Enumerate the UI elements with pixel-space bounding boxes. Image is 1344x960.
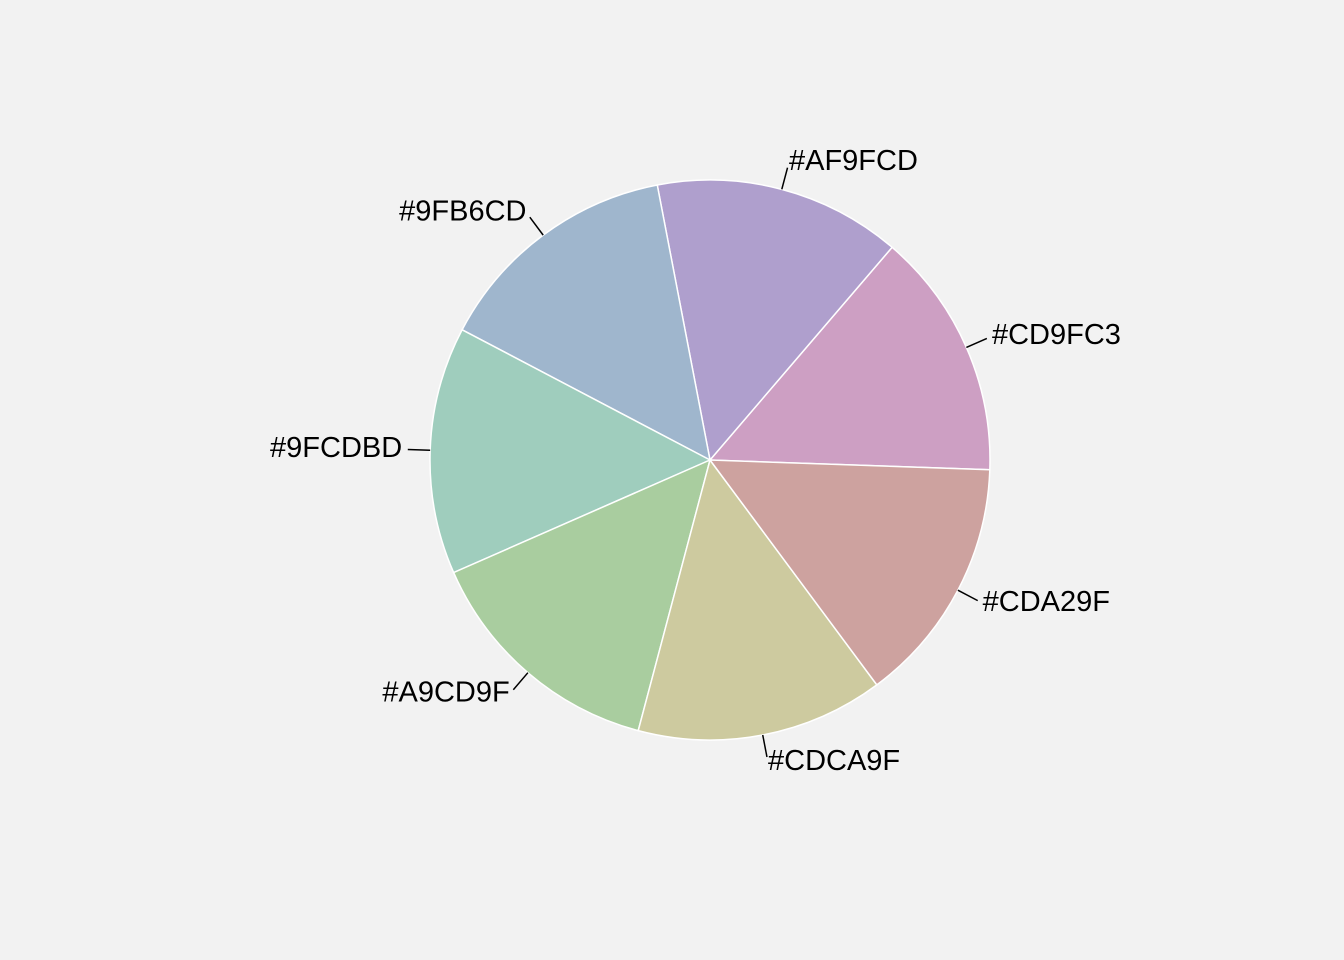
- slice-label-7: #CDA29F: [983, 586, 1110, 618]
- slice-label-5: #A9CD9F: [382, 677, 509, 709]
- pie-slice-4: [429, 328, 712, 574]
- leader-line-4: [407, 448, 431, 451]
- leader-line-5: [512, 672, 529, 691]
- pie-slice-5: [452, 458, 712, 732]
- leader-line-3: [529, 216, 544, 236]
- leader-line-2: [781, 167, 789, 190]
- leader-line-7: [957, 589, 979, 602]
- slices-layer: [429, 179, 991, 741]
- pie-slice-3: [461, 184, 712, 462]
- pie-slice-1: [708, 246, 991, 471]
- pie-slice-6: [637, 458, 878, 741]
- slice-label-4: #9FCDBD: [270, 432, 402, 464]
- slice-label-2: #AF9FCD: [789, 145, 918, 177]
- slice-label-1: #CD9FC3: [992, 319, 1121, 351]
- pie-slice-2: [656, 179, 894, 462]
- leader-line-1: [966, 337, 988, 349]
- leader-line-6: [762, 734, 768, 758]
- labels-layer: #CD9FC3 #AF9FCD #9FB6CD #9FCDBD #A9CD9F #CDCA…: [270, 145, 1121, 777]
- pie-slice-7: [708, 459, 991, 686]
- slice-label-3: #9FB6CD: [399, 195, 526, 227]
- slice-label-6: #CDCA9F: [768, 745, 900, 777]
- leader-lines-layer: [407, 167, 988, 758]
